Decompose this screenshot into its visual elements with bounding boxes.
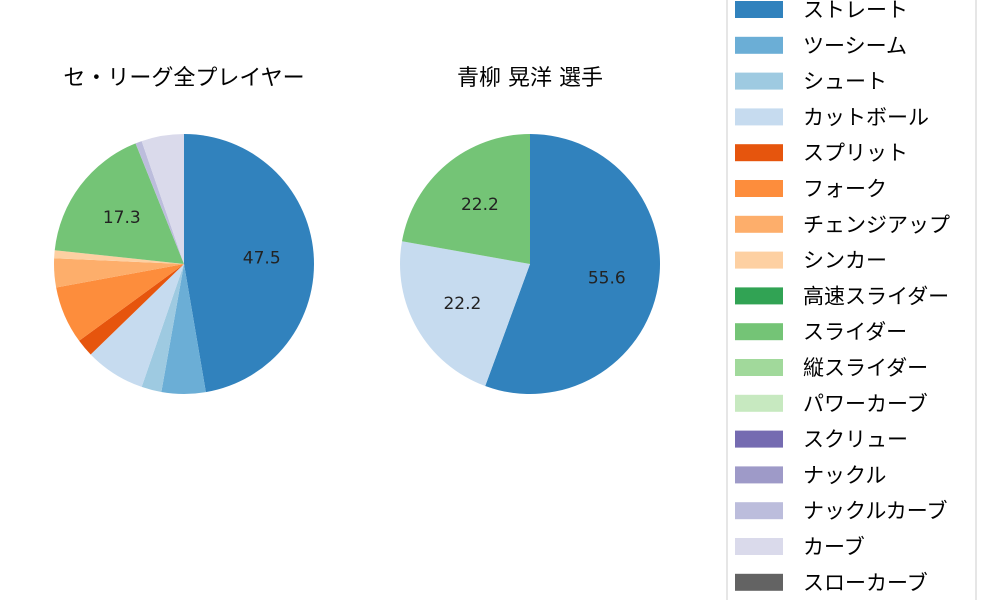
pie-title: 青柳 晃洋 選手 bbox=[457, 66, 603, 91]
legend-swatch bbox=[735, 538, 783, 555]
legend-label: スプリット bbox=[803, 141, 908, 165]
legend-swatch bbox=[735, 36, 783, 54]
legend-label: カーブ bbox=[803, 535, 865, 559]
pie-data-label: 47.5 bbox=[243, 248, 281, 268]
legend-swatch bbox=[735, 1, 783, 18]
legend-label: 縦スライダー bbox=[803, 356, 928, 380]
legend-label: 高速スライダー bbox=[803, 284, 949, 308]
legend-label: フォーク bbox=[803, 177, 887, 201]
legend-label: スライダー bbox=[803, 320, 907, 344]
legend-swatch bbox=[735, 394, 783, 412]
pie-slice-ストレート bbox=[184, 134, 314, 393]
legend-label: シンカー bbox=[803, 249, 887, 273]
legend-swatch bbox=[735, 323, 783, 341]
pie-slice-ツーシーム bbox=[161, 264, 206, 394]
legend-label: ナックルカーブ bbox=[803, 499, 947, 523]
pie-title: セ・リーグ全プレイヤー bbox=[63, 66, 304, 91]
pie-slice-スライダー bbox=[54, 143, 184, 264]
pie-data-label: 55.6 bbox=[588, 269, 626, 289]
pie-data-label: 17.3 bbox=[103, 208, 141, 228]
legend-swatch bbox=[735, 466, 783, 484]
legend-label: パワーカーブ bbox=[803, 392, 928, 416]
legend-swatch bbox=[735, 573, 783, 591]
pie-slice-シンカー bbox=[54, 250, 184, 264]
pie-league: セ・リーグ全プレイヤー 47.5 17.3 bbox=[53, 66, 314, 394]
legend-frame bbox=[726, 0, 977, 604]
legend-swatch bbox=[735, 287, 783, 305]
legend-label: シュート bbox=[803, 70, 887, 94]
legend-label: チェンジアップ bbox=[803, 213, 950, 237]
legend-label: ストレート bbox=[803, 0, 908, 22]
pie-data-label: 22.2 bbox=[443, 294, 481, 314]
legend-swatch bbox=[735, 251, 783, 269]
pie-slice-スライダー bbox=[402, 134, 530, 264]
legend-swatch bbox=[735, 359, 783, 376]
pie-slice-シュート bbox=[141, 264, 184, 393]
legend-swatch bbox=[735, 108, 783, 126]
pie-slice-カットボール bbox=[90, 264, 184, 387]
pie-slice-カットボール bbox=[400, 241, 530, 387]
legend-swatch bbox=[735, 144, 783, 162]
pie-slice-ナックルカーブ bbox=[135, 141, 184, 264]
legend-swatch bbox=[735, 180, 783, 197]
pie-slice-チェンジアップ bbox=[53, 258, 184, 288]
pie-slice-カーブ bbox=[141, 134, 184, 264]
legend: ストレートツーシームシュートカットボールスプリットフォークチェンジアップシンカー… bbox=[726, 0, 977, 604]
pie-slice-フォーク bbox=[56, 264, 184, 341]
legend-label: スローカーブ bbox=[803, 571, 928, 595]
legend-swatch bbox=[735, 72, 783, 90]
legend-swatch bbox=[735, 215, 783, 233]
legend-label: ナックル bbox=[803, 463, 886, 487]
legend-swatch bbox=[735, 430, 783, 448]
legend-swatch bbox=[735, 502, 783, 520]
legend-label: スクリュー bbox=[803, 428, 908, 452]
pie-player: 青柳 晃洋 選手 55.6 22.2 22.2 bbox=[400, 66, 660, 394]
legend-label: ツーシーム bbox=[803, 34, 907, 58]
pie-data-label: 22.2 bbox=[461, 195, 499, 215]
legend-label: カットボール bbox=[803, 105, 929, 129]
pie-slice-スプリット bbox=[79, 264, 184, 355]
pie-slice-ストレート bbox=[485, 134, 660, 394]
